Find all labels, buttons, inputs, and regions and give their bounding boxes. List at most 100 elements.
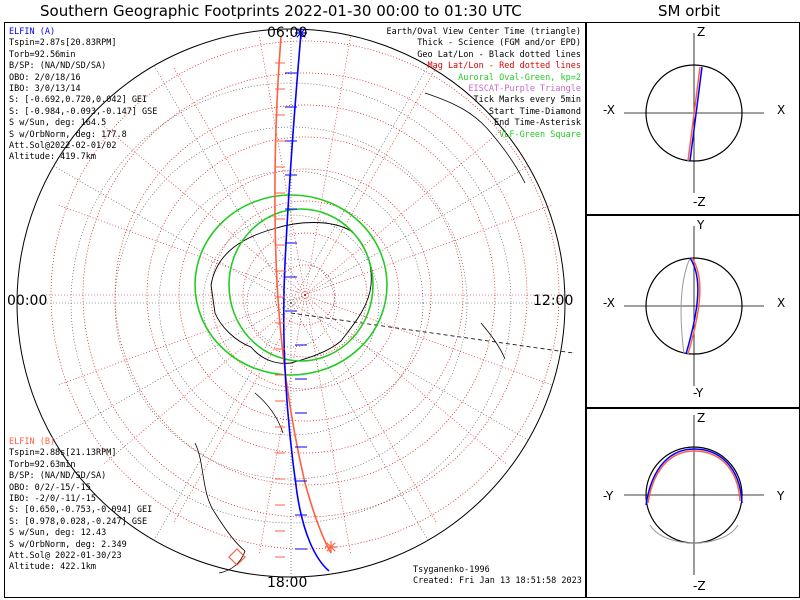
sm-orbit-panel-xz: Z -Z -X X <box>586 22 800 215</box>
legend-entry: Thick - Science (FGM and/or EPD) <box>417 38 581 49</box>
axis-label-left: -X <box>603 103 615 117</box>
elfin-b-orbit-line <box>687 257 701 355</box>
sm-orbit-xz-plot <box>624 33 764 193</box>
elfin-a-line: B/SP: (NA/ND/SD/SA) <box>9 61 107 72</box>
elfin-a-line: Torb=92.56min <box>9 49 76 60</box>
credit-created: Created: Fri Jan 13 18:51:58 2023 <box>413 576 582 587</box>
legend-entry: Auroral Oval-Green, kp=2 <box>458 72 581 83</box>
mag-lat-circle <box>242 232 368 358</box>
axis-label-top: Y <box>697 218 705 232</box>
elfin-a-line: S: [-0.984,-0.093,-0.147] GSE <box>9 106 158 117</box>
continent-coastline <box>194 92 526 574</box>
time-label-top: 06:00 <box>267 25 308 41</box>
elfin-a-line: IBO: 3/0/13/14 <box>9 84 81 95</box>
elfin-b-line: Altitude: 422.1km <box>9 562 96 573</box>
elfin-a-orbit-line <box>689 66 703 162</box>
geo-lon-line <box>290 302 429 541</box>
legend-entry: Start Time-Diamond <box>488 106 581 117</box>
axis-label-bottom: -Z <box>693 579 706 593</box>
elfin-b-line: Torb=92.63min <box>9 459 76 470</box>
elfin-a-name: ELFIN (A) <box>9 27 56 37</box>
elfin-b-line: B/SP: (NA/ND/SD/SA) <box>9 471 107 482</box>
mag-lon-line <box>58 205 306 296</box>
time-label-right: 12:00 <box>533 293 574 309</box>
elfin-a-line: Tspin=2.87s[20.83RPM] <box>9 38 117 49</box>
elfin-b-line: S: [0.978,0.028,-0.247] GSE <box>9 516 148 527</box>
footprint-map <box>16 27 574 578</box>
geo-lon-line <box>153 65 292 304</box>
mag-lon-line <box>259 294 306 554</box>
sm-orbit-panel-yz: Z -Z -Y Y <box>586 408 800 598</box>
elfin-a-line: S w/OrbNorm, deg: 177.8 <box>9 129 127 140</box>
elfin-b-line: OBO: 0/2/-15/-15 <box>9 482 91 493</box>
sm-orbit-panel-xy: Y -Y -X X <box>586 215 800 408</box>
geo-lon-line <box>153 302 292 541</box>
axis-label-left: -X <box>603 296 615 310</box>
geo-lon-line <box>290 165 529 304</box>
elfin-a-line: Att.Sol@2022-02-01/02 <box>9 141 117 152</box>
elfin-a-track <box>282 32 330 572</box>
legend-entry: Earth/Oval View Center Time (triangle) <box>386 27 581 37</box>
axis-label-bottom: -Z <box>693 195 706 209</box>
chart-title: Southern Geographic Footprints 2022-01-3… <box>40 2 522 20</box>
elfin-b-line: S w/Sun, deg: 12.43 <box>9 528 107 539</box>
legend-entry: Mag Lat/Lon - Red dotted lines <box>427 61 581 72</box>
orbit-shadow-line <box>680 257 691 355</box>
mag-lon-line <box>304 36 351 296</box>
elfin-b-name: ELFIN (B) <box>9 437 56 447</box>
elfin-a-info: ELFIN (A) Tspin=2.87s[20.83RPM] Torb=92.… <box>9 27 157 164</box>
axis-label-right: Y <box>777 489 785 503</box>
elfin-b-line: S w/OrbNorm, deg: 2.349 <box>9 539 127 550</box>
elfin-b-start-diamond <box>228 548 246 566</box>
legend-entry: Tick Marks every 5min <box>473 95 581 106</box>
elfin-b-line: IBO: -2/0/-11/-15 <box>9 494 96 505</box>
elfin-a-orbit-line <box>685 257 699 355</box>
mag-lon-line <box>304 126 506 296</box>
sm-orbit-yz-plot <box>624 415 764 575</box>
mag-lon-line <box>304 205 552 296</box>
elfin-a-line: OBO: 2/0/18/16 <box>9 72 81 83</box>
legend-entry: Geo Lat/Lon - Black dotted lines <box>417 49 581 60</box>
orbit-title: SM orbit <box>658 2 721 20</box>
legend-entry: End Time-Asterisk <box>494 118 581 129</box>
legend-entry: EISCAT-Purple Triangle <box>468 84 581 95</box>
auroral-oval-outer <box>194 194 388 376</box>
axis-label-right: X <box>777 296 786 310</box>
elfin-a-line: S w/Sun, deg: 164.5 <box>9 118 107 129</box>
geo-lon-line <box>290 302 529 441</box>
geo-lon-line <box>53 302 292 441</box>
antarctica-coastline <box>210 222 372 364</box>
legend-entry: VLF-Green Square <box>499 129 581 140</box>
mag-lat-circle <box>146 136 464 454</box>
elfin-a-line: S: [-0.692,0.720,0.042] GEI <box>9 95 148 106</box>
footprint-map-panel: 06:00 00:00 12:00 18:00 Earth/Oval View … <box>4 22 586 598</box>
sm-orbit-xy-plot <box>624 226 764 386</box>
elfin-a-orbit-line <box>645 448 743 506</box>
elfin-b-line: Att.Sol@ 2022-01-30/23 <box>9 551 122 562</box>
time-label-bottom: 18:00 <box>267 575 308 591</box>
elfin-b-orbit-line <box>687 66 701 162</box>
mag-lat-circle <box>50 40 560 550</box>
continent-coastline <box>254 322 506 434</box>
axis-label-top: Z <box>697 411 706 425</box>
elfin-a-line: Altitude: 419.7km <box>9 152 96 163</box>
elfin-b-track <box>274 36 332 554</box>
elfin-a-end-asterisk <box>296 28 306 38</box>
elfin-b-end-asterisk <box>326 542 336 552</box>
noon-meridian-line <box>290 312 574 354</box>
map-legend: Earth/Oval View Center Time (triangle) T… <box>387 27 581 141</box>
axis-label-left: -Y <box>603 489 614 503</box>
mag-lon-line <box>58 294 306 385</box>
elfin-b-info: ELFIN (B) Tspin=2.88s[21.13RPM] Torb=92.… <box>9 437 152 574</box>
axis-label-top: Z <box>697 25 706 39</box>
mag-lon-line <box>304 294 437 523</box>
geo-lon-line <box>53 165 292 304</box>
geo-lon-line <box>290 65 429 304</box>
elfin-b-line: Tspin=2.88s[21.13RPM] <box>9 448 117 459</box>
mag-lon-line <box>173 294 306 523</box>
credits: Tsyganenko-1996 Created: Fri Jan 13 18:5… <box>413 565 582 588</box>
axis-label-right: X <box>777 103 786 117</box>
orbit-shadow-line <box>649 524 739 544</box>
auroral-oval-inner <box>228 208 374 362</box>
time-label-left: 00:00 <box>7 293 48 309</box>
